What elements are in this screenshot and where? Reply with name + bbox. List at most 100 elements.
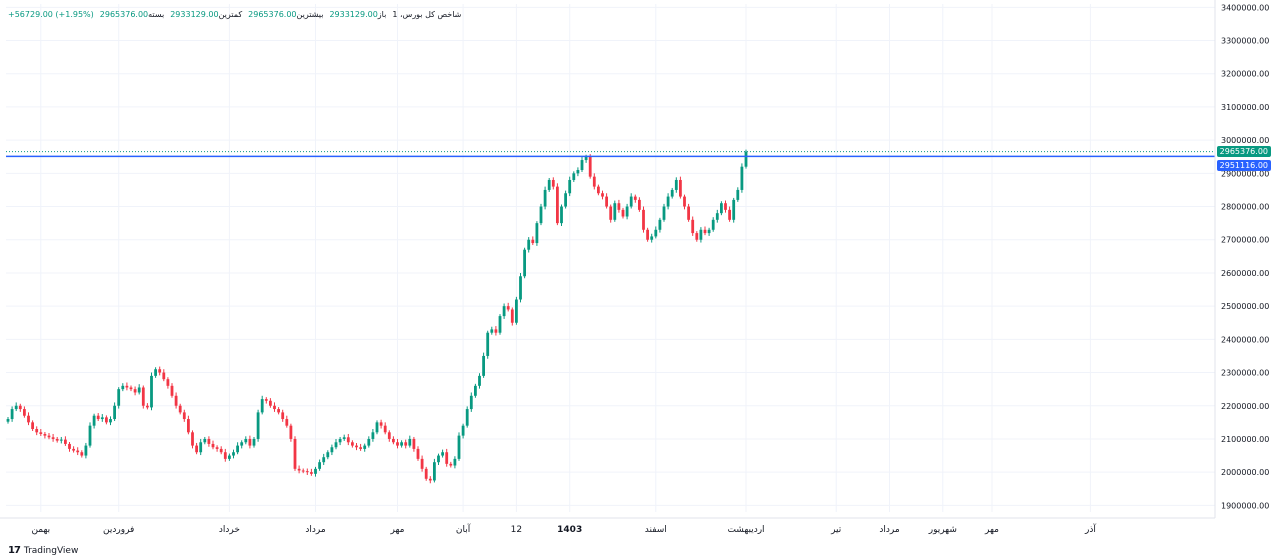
candle-body xyxy=(10,409,14,420)
candle-body xyxy=(433,462,436,481)
candles xyxy=(6,149,748,484)
candle-body xyxy=(679,179,682,197)
candle-body xyxy=(146,405,149,408)
x-tick-label: تیر xyxy=(830,525,842,535)
candle-body xyxy=(174,395,178,406)
candle-body xyxy=(256,412,260,439)
candle-body xyxy=(182,412,186,420)
candle-body xyxy=(424,468,428,479)
candle-body xyxy=(420,458,424,469)
x-tick-label: اردیبهشت xyxy=(727,525,764,535)
candle-body xyxy=(314,468,317,474)
candle-body xyxy=(35,428,39,433)
candle-body xyxy=(375,422,379,433)
candle-body xyxy=(117,389,121,406)
candle-body xyxy=(695,233,699,240)
y-tick-label: 2800000.00 xyxy=(1221,203,1269,212)
candle-body xyxy=(219,448,223,453)
candle-body xyxy=(674,179,678,190)
candle-body xyxy=(240,442,244,446)
price-axis[interactable]: 1900000.00 2000000.00 2100000.00 2200000.00… xyxy=(1214,0,1269,518)
candle-body xyxy=(252,438,256,446)
x-tick-label: مرداد xyxy=(305,525,325,535)
candle-body xyxy=(273,405,276,410)
tradingview-logo-icon: 17 xyxy=(8,545,21,556)
candle-body xyxy=(47,435,51,438)
candle-body xyxy=(535,223,539,244)
candle-body xyxy=(728,209,731,220)
x-tick-label: آبان xyxy=(456,523,471,535)
candle-body xyxy=(170,385,174,396)
candle-body xyxy=(150,375,153,408)
candle-body xyxy=(699,229,703,240)
candle-body xyxy=(453,458,457,466)
y-tick-label: 2100000.00 xyxy=(1221,435,1269,444)
y-tick-label: 1900000.00 xyxy=(1221,501,1269,510)
candle-body xyxy=(305,471,309,473)
candle-body xyxy=(244,438,248,443)
candle-body xyxy=(580,160,584,171)
candle-body xyxy=(400,442,403,446)
candle-body xyxy=(166,379,170,386)
candle-body xyxy=(310,472,313,474)
candle-body xyxy=(531,239,535,244)
candle-body xyxy=(39,432,43,434)
candle-body xyxy=(215,447,219,449)
candle-body xyxy=(502,306,506,317)
candle-body xyxy=(662,206,666,220)
candle-body xyxy=(367,438,371,446)
candle-body xyxy=(556,186,559,224)
y-tick-label: 2500000.00 xyxy=(1221,302,1269,311)
candle-body xyxy=(592,176,596,187)
candle-body xyxy=(666,196,670,207)
candle-body xyxy=(285,419,289,426)
candle-body xyxy=(351,442,354,446)
candle-body xyxy=(527,239,531,250)
candle-body xyxy=(609,206,613,220)
x-tick-label: 12 xyxy=(511,525,522,535)
last-price-tag: 2965376.00 xyxy=(1216,145,1271,157)
candle-body xyxy=(248,438,252,446)
candle-body xyxy=(334,442,338,448)
x-tick-label: آذر xyxy=(1084,523,1096,535)
candle-body xyxy=(269,400,272,406)
time-axis[interactable]: بهمن فروردین خرداد مرداد مهر آبان 12 1403 اسفند ا… xyxy=(0,517,1215,535)
candle-body xyxy=(154,369,157,376)
candle-body xyxy=(14,405,18,410)
candle-body xyxy=(691,219,695,234)
candle-body xyxy=(326,452,330,458)
x-tick-label: مرداد xyxy=(879,525,899,535)
candle-body xyxy=(523,249,526,277)
candle-body xyxy=(199,442,203,453)
candle-body xyxy=(629,196,633,207)
candle-body xyxy=(469,395,473,410)
candle-body xyxy=(707,229,711,234)
y-tick-label: 3100000.00 xyxy=(1221,103,1269,112)
candle-body xyxy=(601,193,604,197)
candle-body xyxy=(133,389,137,393)
candle-body xyxy=(498,316,502,333)
candle-body xyxy=(744,151,748,167)
high-label: بیشترین xyxy=(296,10,324,19)
tradingview-brand[interactable]: 17 TradingView xyxy=(8,545,78,556)
candle-body xyxy=(543,189,547,207)
line-price-tag: 2951116.00 xyxy=(1216,160,1271,172)
candle-body xyxy=(670,189,674,197)
candle-body xyxy=(195,445,198,453)
symbol-title[interactable]: شاخص کل بورس، 1 xyxy=(392,10,462,19)
candle-body xyxy=(293,438,297,469)
horizontal-price-line[interactable] xyxy=(6,151,1215,158)
candle-body xyxy=(732,199,736,220)
candle-body xyxy=(158,369,162,373)
candle-body xyxy=(576,170,580,174)
candle-body xyxy=(654,229,658,237)
candle-body xyxy=(23,409,26,416)
candle-body xyxy=(330,447,334,453)
candle-body xyxy=(92,415,96,426)
candle-body xyxy=(223,452,227,459)
candle-body xyxy=(277,409,280,413)
candle-body xyxy=(519,276,522,300)
y-tick-label: 2300000.00 xyxy=(1221,369,1269,378)
candle-body xyxy=(59,439,63,441)
